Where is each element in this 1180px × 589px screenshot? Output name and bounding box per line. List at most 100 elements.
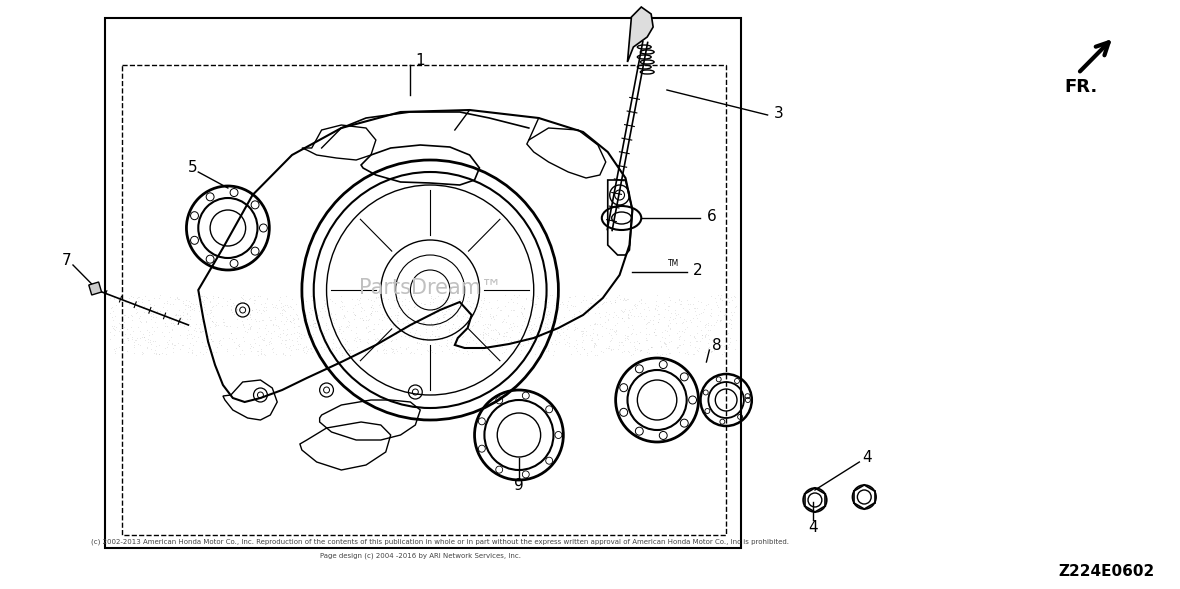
Point xyxy=(248,327,267,337)
Point xyxy=(562,301,581,310)
Text: 4: 4 xyxy=(863,451,872,465)
Point xyxy=(127,307,146,317)
Point xyxy=(384,345,402,354)
Point xyxy=(189,299,208,309)
Point xyxy=(432,346,451,356)
Point xyxy=(316,325,335,335)
Point xyxy=(130,313,149,323)
Point xyxy=(319,303,337,312)
Point xyxy=(352,307,371,316)
Point xyxy=(507,293,526,302)
Point xyxy=(413,336,432,345)
Point xyxy=(457,339,476,349)
Point xyxy=(545,346,564,356)
Point xyxy=(715,310,734,320)
Point xyxy=(687,310,706,320)
Point xyxy=(290,322,309,331)
Point xyxy=(337,336,356,346)
Point xyxy=(474,325,493,334)
Point xyxy=(655,298,674,307)
Point xyxy=(229,300,248,309)
Point xyxy=(448,306,467,316)
Point xyxy=(678,349,697,359)
Point xyxy=(365,319,384,328)
Point xyxy=(273,316,291,326)
Point xyxy=(249,333,268,342)
Point xyxy=(165,320,184,329)
Point xyxy=(460,314,479,323)
Point xyxy=(684,303,703,313)
Point xyxy=(550,329,569,338)
Point xyxy=(557,325,576,334)
Point xyxy=(671,299,690,308)
Point xyxy=(539,327,558,337)
Point xyxy=(407,339,426,348)
Point xyxy=(418,346,437,356)
Point xyxy=(537,290,556,300)
Point xyxy=(496,290,514,300)
Point xyxy=(260,312,278,322)
Point xyxy=(615,296,634,305)
Point xyxy=(172,315,191,324)
Point xyxy=(494,331,513,340)
Point xyxy=(105,293,124,303)
Point xyxy=(159,339,178,349)
Point xyxy=(369,319,388,329)
Point xyxy=(241,340,260,349)
Point xyxy=(526,302,545,311)
Point xyxy=(620,306,638,315)
Point xyxy=(655,333,674,343)
Point xyxy=(116,329,135,339)
Point xyxy=(278,303,297,312)
Point xyxy=(310,350,329,359)
Point xyxy=(388,301,407,310)
Point xyxy=(604,312,623,321)
Point xyxy=(647,330,666,339)
Point xyxy=(150,349,169,359)
Point xyxy=(297,314,316,323)
Point xyxy=(103,312,122,322)
Point xyxy=(113,314,132,323)
Point xyxy=(132,348,151,357)
Point xyxy=(391,306,409,315)
Point xyxy=(122,291,140,300)
Point xyxy=(612,306,631,315)
Point xyxy=(559,341,578,350)
Point xyxy=(235,297,254,307)
Point xyxy=(263,343,282,353)
Point xyxy=(203,293,222,303)
Point xyxy=(719,328,738,337)
Point xyxy=(674,335,693,345)
Point xyxy=(660,293,678,302)
Point xyxy=(405,348,424,358)
Point xyxy=(539,345,558,355)
Point xyxy=(284,318,303,327)
Point xyxy=(514,316,533,326)
Point xyxy=(303,329,322,339)
Point xyxy=(686,333,704,343)
Point xyxy=(130,292,149,302)
Point xyxy=(434,312,453,322)
Point xyxy=(641,343,660,352)
Point xyxy=(546,336,565,345)
Point xyxy=(543,340,562,349)
Point xyxy=(420,299,439,309)
Point xyxy=(605,297,624,306)
Point xyxy=(190,347,209,356)
Point xyxy=(210,338,229,348)
Point xyxy=(159,335,178,345)
Point xyxy=(332,328,350,337)
Point xyxy=(615,316,634,326)
Point xyxy=(103,302,122,311)
Point xyxy=(164,299,183,309)
Point xyxy=(537,309,556,319)
Point xyxy=(492,317,511,327)
Point xyxy=(426,332,445,341)
Point xyxy=(395,321,414,330)
Point xyxy=(658,320,677,330)
Point xyxy=(373,340,392,349)
Point xyxy=(499,310,518,319)
Point xyxy=(144,348,163,358)
Point xyxy=(691,297,710,306)
Point xyxy=(287,309,306,319)
